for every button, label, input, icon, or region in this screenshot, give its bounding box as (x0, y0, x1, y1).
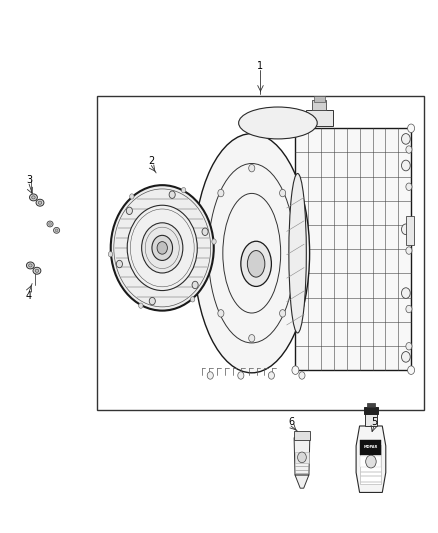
Circle shape (212, 239, 216, 244)
Circle shape (279, 310, 286, 317)
Circle shape (292, 249, 298, 257)
Text: 1: 1 (258, 61, 264, 70)
Circle shape (299, 372, 305, 379)
Circle shape (152, 236, 173, 261)
Circle shape (408, 124, 415, 133)
Bar (406, 216, 414, 245)
Circle shape (249, 335, 255, 342)
Circle shape (192, 281, 198, 289)
Ellipse shape (289, 173, 306, 333)
Bar (306, 110, 332, 126)
Circle shape (169, 191, 175, 198)
Circle shape (207, 372, 213, 379)
Circle shape (191, 297, 195, 302)
Circle shape (141, 223, 183, 273)
Bar (360, 440, 381, 455)
Ellipse shape (36, 199, 44, 206)
Ellipse shape (53, 228, 60, 233)
Circle shape (149, 297, 155, 305)
Ellipse shape (49, 223, 51, 225)
Ellipse shape (241, 241, 272, 286)
Circle shape (202, 228, 208, 236)
Bar (365, 414, 377, 426)
Bar (360, 445, 381, 484)
Text: 2: 2 (148, 156, 155, 166)
Ellipse shape (28, 264, 32, 267)
Bar (360, 456, 381, 467)
Circle shape (117, 260, 123, 268)
Ellipse shape (29, 194, 37, 201)
Circle shape (402, 134, 410, 144)
Circle shape (408, 366, 415, 374)
Circle shape (130, 194, 134, 199)
Ellipse shape (33, 267, 41, 274)
Polygon shape (356, 426, 386, 492)
Ellipse shape (35, 269, 39, 272)
Polygon shape (295, 128, 411, 370)
Circle shape (366, 455, 376, 468)
Bar (314, 96, 325, 102)
Circle shape (108, 252, 113, 257)
Circle shape (406, 146, 412, 154)
Circle shape (297, 452, 306, 463)
Text: 6: 6 (288, 417, 294, 427)
Ellipse shape (26, 262, 34, 269)
Circle shape (292, 124, 299, 133)
Ellipse shape (55, 229, 58, 232)
Ellipse shape (194, 134, 310, 373)
Circle shape (111, 185, 214, 311)
Circle shape (126, 207, 132, 214)
Ellipse shape (239, 107, 317, 139)
Circle shape (292, 366, 299, 374)
Text: 5: 5 (371, 417, 377, 427)
Circle shape (402, 288, 410, 298)
Circle shape (406, 305, 412, 313)
Text: MOPAR: MOPAR (364, 445, 378, 449)
Circle shape (279, 189, 286, 197)
Ellipse shape (247, 251, 265, 277)
Bar (367, 402, 375, 407)
Circle shape (127, 205, 197, 290)
Circle shape (406, 247, 412, 254)
Text: 4: 4 (26, 290, 32, 301)
Bar (294, 431, 310, 440)
Ellipse shape (32, 196, 35, 199)
Polygon shape (295, 475, 309, 488)
Circle shape (249, 165, 255, 172)
Bar (312, 100, 326, 110)
Circle shape (402, 352, 410, 362)
Ellipse shape (47, 221, 53, 227)
Bar (364, 407, 378, 414)
Circle shape (157, 241, 167, 254)
Circle shape (402, 224, 410, 235)
Circle shape (268, 372, 275, 379)
Circle shape (205, 249, 211, 257)
Circle shape (218, 310, 224, 317)
Circle shape (181, 188, 186, 193)
Text: 3: 3 (26, 175, 32, 185)
Circle shape (406, 343, 412, 350)
Circle shape (406, 183, 412, 190)
Bar (97, 96, 424, 410)
Polygon shape (294, 438, 310, 475)
Ellipse shape (38, 201, 42, 204)
Circle shape (218, 189, 224, 197)
Bar (295, 452, 309, 463)
Circle shape (402, 160, 410, 171)
Circle shape (238, 372, 244, 379)
Circle shape (139, 303, 143, 308)
